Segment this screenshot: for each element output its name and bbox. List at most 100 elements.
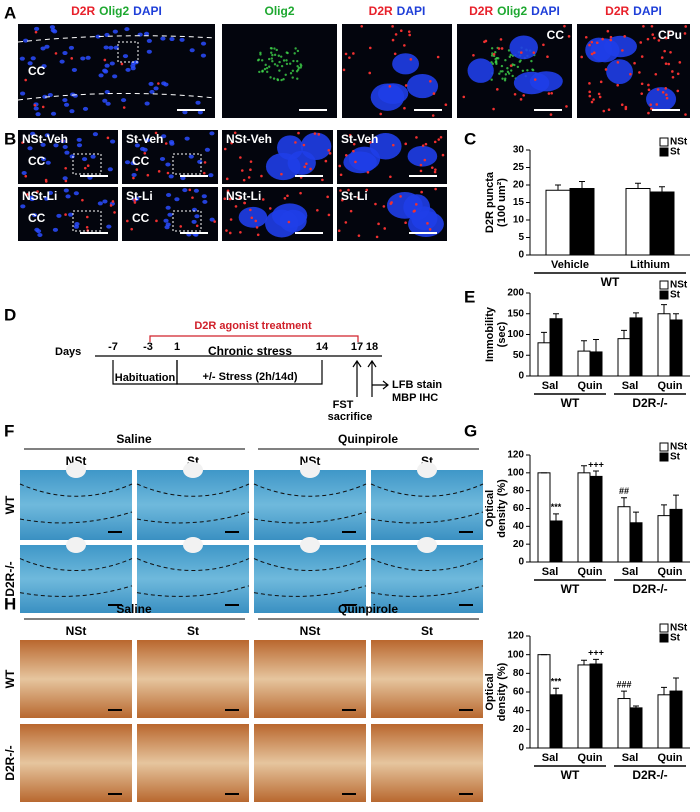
header-word: DAPI xyxy=(133,4,162,18)
d2r-puncta xyxy=(394,33,398,36)
d2r-puncta xyxy=(663,49,666,53)
error-bar xyxy=(633,705,639,708)
d2r-puncta xyxy=(565,105,568,108)
error-bar xyxy=(621,690,627,699)
d2r-puncta xyxy=(157,170,161,173)
panel-letter: D xyxy=(4,305,16,324)
bar xyxy=(549,520,563,563)
nucleus xyxy=(646,87,677,112)
d2r-puncta xyxy=(640,82,644,86)
d2r-puncta xyxy=(109,204,113,207)
olig2-signal xyxy=(504,59,507,62)
bar xyxy=(617,506,631,563)
d2r-puncta xyxy=(389,175,392,179)
nucleus xyxy=(35,229,42,234)
d2r-puncta xyxy=(550,91,554,95)
olig2-signal xyxy=(275,48,278,52)
error-bar xyxy=(635,182,641,189)
d2r-puncta xyxy=(383,227,387,230)
nucleus xyxy=(146,38,152,43)
olig2-signal xyxy=(521,69,525,72)
nucleus xyxy=(71,67,77,72)
nucleus xyxy=(191,219,197,224)
olig2-signal xyxy=(256,59,260,62)
nucleus xyxy=(34,26,40,31)
d2r-puncta xyxy=(607,108,611,112)
nucleus xyxy=(120,98,127,103)
d2r-puncta xyxy=(639,41,643,44)
d2r-puncta xyxy=(179,225,183,228)
bar xyxy=(657,313,671,377)
nucleus xyxy=(104,63,110,68)
nucleus xyxy=(377,83,409,104)
d2r-puncta xyxy=(647,88,651,92)
legend-swatch xyxy=(659,452,669,462)
d2r-puncta xyxy=(404,84,408,87)
nucleus xyxy=(604,35,637,58)
d2r-puncta xyxy=(202,171,206,175)
d2r-puncta xyxy=(441,153,445,157)
error-bar xyxy=(593,338,599,352)
d2r-puncta xyxy=(391,25,394,28)
d2r-puncta xyxy=(309,167,312,171)
d2r-puncta xyxy=(243,201,246,205)
d2r-puncta xyxy=(646,37,650,41)
olig2-signal xyxy=(511,74,514,78)
group-label: NSt-Li xyxy=(22,189,57,203)
d2r-puncta xyxy=(420,190,423,194)
legend-label: St xyxy=(670,633,681,644)
d2r-puncta xyxy=(547,92,551,95)
d2r-puncta xyxy=(403,44,406,47)
d2r-puncta xyxy=(339,173,343,177)
cc-boundary xyxy=(253,585,367,597)
tissue-image xyxy=(254,724,366,802)
olig2-signal xyxy=(506,70,510,74)
d2r-puncta xyxy=(352,149,355,153)
d2r-puncta xyxy=(436,55,440,59)
micrograph xyxy=(17,24,216,118)
bar xyxy=(589,475,603,563)
olig2-signal xyxy=(531,69,535,72)
group-label: WT xyxy=(561,768,580,782)
d2r-puncta xyxy=(238,196,242,200)
nucleus xyxy=(194,214,200,219)
nucleus xyxy=(44,44,50,49)
x-tick-label: Sal xyxy=(622,752,639,764)
group-label: WT xyxy=(561,396,580,410)
tissue-image xyxy=(19,462,133,540)
d2r-puncta xyxy=(26,193,29,196)
panel-letter: H xyxy=(4,594,16,613)
olig2-signal xyxy=(279,55,283,58)
y-tick-label: 120 xyxy=(507,631,524,642)
d2r-puncta xyxy=(294,141,297,144)
panel-letter: B xyxy=(4,129,16,148)
header-word: D2R xyxy=(71,4,95,18)
nucleus xyxy=(188,154,194,159)
x-tick-label: Sal xyxy=(622,380,639,392)
d2r-puncta xyxy=(434,187,437,191)
nucleus xyxy=(112,29,118,34)
d2r-puncta xyxy=(377,222,380,226)
error-bar xyxy=(633,312,639,318)
bar xyxy=(629,522,643,563)
d2r-puncta xyxy=(155,219,158,223)
bar xyxy=(569,188,595,256)
nucleus xyxy=(20,91,26,96)
inset-box xyxy=(72,153,102,175)
d2r-puncta xyxy=(374,202,377,206)
ventricle xyxy=(417,537,437,553)
tissue-image xyxy=(370,462,484,540)
y-tick-label: 0 xyxy=(518,371,524,382)
region-label: CC xyxy=(28,211,46,225)
header-word: DAPI xyxy=(397,4,426,18)
nucleus xyxy=(163,218,169,223)
olig2-signal xyxy=(503,79,507,82)
nucleus xyxy=(106,224,112,229)
nucleus xyxy=(56,213,62,218)
d2r-puncta xyxy=(409,58,413,61)
d2r-puncta xyxy=(665,96,669,100)
header-word: Olig2 xyxy=(497,4,527,18)
nucleus xyxy=(165,162,171,167)
tissue-bg xyxy=(371,545,483,613)
d2r-puncta xyxy=(146,173,150,177)
